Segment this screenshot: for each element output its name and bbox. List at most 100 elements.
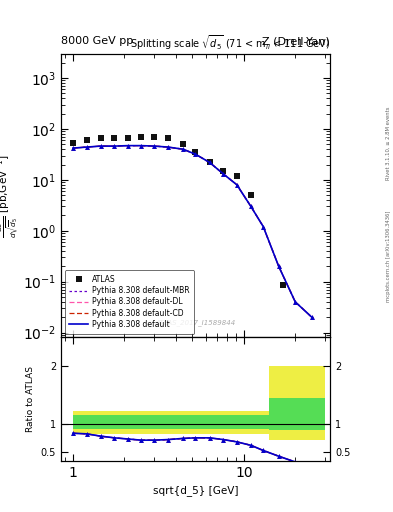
Pythia 8.308 default-MBR: [98, 143, 103, 149]
Text: Splitting scale $\sqrt{d_5}$ (71 < m$_{ll}$ < 111 GeV): Splitting scale $\sqrt{d_5}$ (71 < m$_{l…: [130, 33, 330, 52]
Pythia 8.308 default-CD: [293, 299, 298, 305]
Pythia 8.308 default-DL: [98, 143, 103, 149]
Pythia 8.308 default-CD: [112, 143, 117, 149]
Line: ATLAS: ATLAS: [70, 134, 286, 288]
X-axis label: sqrt{d_5} [GeV]: sqrt{d_5} [GeV]: [153, 485, 238, 496]
Text: mcplots.cern.ch [arXiv:1306.3436]: mcplots.cern.ch [arXiv:1306.3436]: [386, 210, 391, 302]
Pythia 8.308 default: [235, 182, 239, 188]
Pythia 8.308 default-DL: [261, 224, 266, 230]
ATLAS: [248, 192, 253, 198]
Line: Pythia 8.308 default: Pythia 8.308 default: [73, 145, 312, 317]
ATLAS: [193, 149, 198, 155]
Pythia 8.308 default-DL: [309, 314, 314, 321]
Pythia 8.308 default-DL: [84, 144, 89, 150]
Text: 8000 GeV pp: 8000 GeV pp: [61, 36, 133, 46]
ATLAS: [112, 135, 117, 141]
ATLAS: [281, 282, 286, 288]
Pythia 8.308 default-MBR: [166, 144, 171, 150]
Text: Rivet 3.1.10, ≥ 2.8M events: Rivet 3.1.10, ≥ 2.8M events: [386, 106, 391, 180]
Y-axis label: $\frac{d\sigma}{d\sqrt{\overline{d}_5}}$ [pb,GeV$^{-1}$]: $\frac{d\sigma}{d\sqrt{\overline{d}_5}}$…: [0, 154, 20, 238]
ATLAS: [180, 141, 185, 147]
Pythia 8.308 default-CD: [180, 146, 185, 152]
Pythia 8.308 default-MBR: [152, 143, 157, 149]
Pythia 8.308 default-DL: [221, 171, 226, 177]
Pythia 8.308 default: [126, 142, 130, 148]
Pythia 8.308 default: [71, 145, 75, 151]
Pythia 8.308 default-MBR: [139, 142, 143, 148]
Pythia 8.308 default-MBR: [309, 314, 314, 321]
ATLAS: [221, 168, 226, 174]
Text: Z (Drell-Yan): Z (Drell-Yan): [263, 36, 330, 46]
Pythia 8.308 default: [152, 143, 157, 149]
ATLAS: [84, 137, 89, 143]
Line: Pythia 8.308 default-MBR: Pythia 8.308 default-MBR: [73, 145, 312, 317]
Pythia 8.308 default: [221, 171, 226, 177]
Pythia 8.308 default-CD: [193, 151, 198, 157]
Text: ATLAS_2017_I1589844: ATLAS_2017_I1589844: [155, 319, 236, 326]
Legend: ATLAS, Pythia 8.308 default-MBR, Pythia 8.308 default-DL, Pythia 8.308 default-C: ATLAS, Pythia 8.308 default-MBR, Pythia …: [65, 270, 195, 334]
Pythia 8.308 default-CD: [126, 142, 130, 148]
ATLAS: [235, 173, 239, 179]
ATLAS: [166, 135, 171, 141]
Pythia 8.308 default-MBR: [126, 142, 130, 148]
Line: Pythia 8.308 default-DL: Pythia 8.308 default-DL: [73, 145, 312, 317]
Pythia 8.308 default-MBR: [221, 171, 226, 177]
Pythia 8.308 default-DL: [207, 159, 212, 165]
Pythia 8.308 default-CD: [166, 144, 171, 150]
Pythia 8.308 default: [276, 263, 281, 269]
Pythia 8.308 default-CD: [221, 171, 226, 177]
Pythia 8.308 default-DL: [235, 182, 239, 188]
Pythia 8.308 default-CD: [207, 159, 212, 165]
Pythia 8.308 default-MBR: [180, 146, 185, 152]
Pythia 8.308 default: [309, 314, 314, 321]
Pythia 8.308 default-MBR: [276, 263, 281, 269]
Pythia 8.308 default-DL: [152, 143, 157, 149]
Pythia 8.308 default-DL: [180, 146, 185, 152]
Pythia 8.308 default-CD: [98, 143, 103, 149]
Pythia 8.308 default: [180, 146, 185, 152]
Pythia 8.308 default: [293, 299, 298, 305]
Pythia 8.308 default-MBR: [71, 145, 75, 151]
Pythia 8.308 default-DL: [112, 143, 117, 149]
Pythia 8.308 default: [98, 143, 103, 149]
Pythia 8.308 default: [207, 159, 212, 165]
Pythia 8.308 default: [248, 203, 253, 209]
Pythia 8.308 default-DL: [276, 263, 281, 269]
Pythia 8.308 default-DL: [166, 144, 171, 150]
ATLAS: [152, 134, 157, 140]
Pythia 8.308 default-MBR: [248, 203, 253, 209]
Pythia 8.308 default-DL: [248, 203, 253, 209]
Pythia 8.308 default-DL: [126, 142, 130, 148]
Line: Pythia 8.308 default-CD: Pythia 8.308 default-CD: [73, 145, 312, 317]
Pythia 8.308 default-DL: [71, 145, 75, 151]
Pythia 8.308 default: [193, 151, 198, 157]
Pythia 8.308 default-MBR: [235, 182, 239, 188]
Pythia 8.308 default-MBR: [293, 299, 298, 305]
Pythia 8.308 default-DL: [293, 299, 298, 305]
Pythia 8.308 default: [139, 142, 143, 148]
Y-axis label: Ratio to ATLAS: Ratio to ATLAS: [26, 366, 35, 432]
Pythia 8.308 default-MBR: [112, 143, 117, 149]
Pythia 8.308 default-CD: [309, 314, 314, 321]
Pythia 8.308 default-MBR: [193, 151, 198, 157]
ATLAS: [71, 140, 75, 146]
ATLAS: [207, 159, 212, 165]
ATLAS: [139, 134, 143, 140]
Pythia 8.308 default-DL: [193, 151, 198, 157]
Pythia 8.308 default: [112, 143, 117, 149]
ATLAS: [126, 135, 130, 141]
Pythia 8.308 default: [166, 144, 171, 150]
Pythia 8.308 default-CD: [71, 145, 75, 151]
Pythia 8.308 default-CD: [235, 182, 239, 188]
Pythia 8.308 default-DL: [139, 142, 143, 148]
Pythia 8.308 default-CD: [276, 263, 281, 269]
Pythia 8.308 default: [261, 224, 266, 230]
Pythia 8.308 default-CD: [248, 203, 253, 209]
Pythia 8.308 default-MBR: [261, 224, 266, 230]
Pythia 8.308 default-MBR: [84, 144, 89, 150]
Pythia 8.308 default-CD: [152, 143, 157, 149]
Pythia 8.308 default-CD: [261, 224, 266, 230]
Pythia 8.308 default: [84, 144, 89, 150]
Pythia 8.308 default-MBR: [207, 159, 212, 165]
Pythia 8.308 default-CD: [139, 142, 143, 148]
